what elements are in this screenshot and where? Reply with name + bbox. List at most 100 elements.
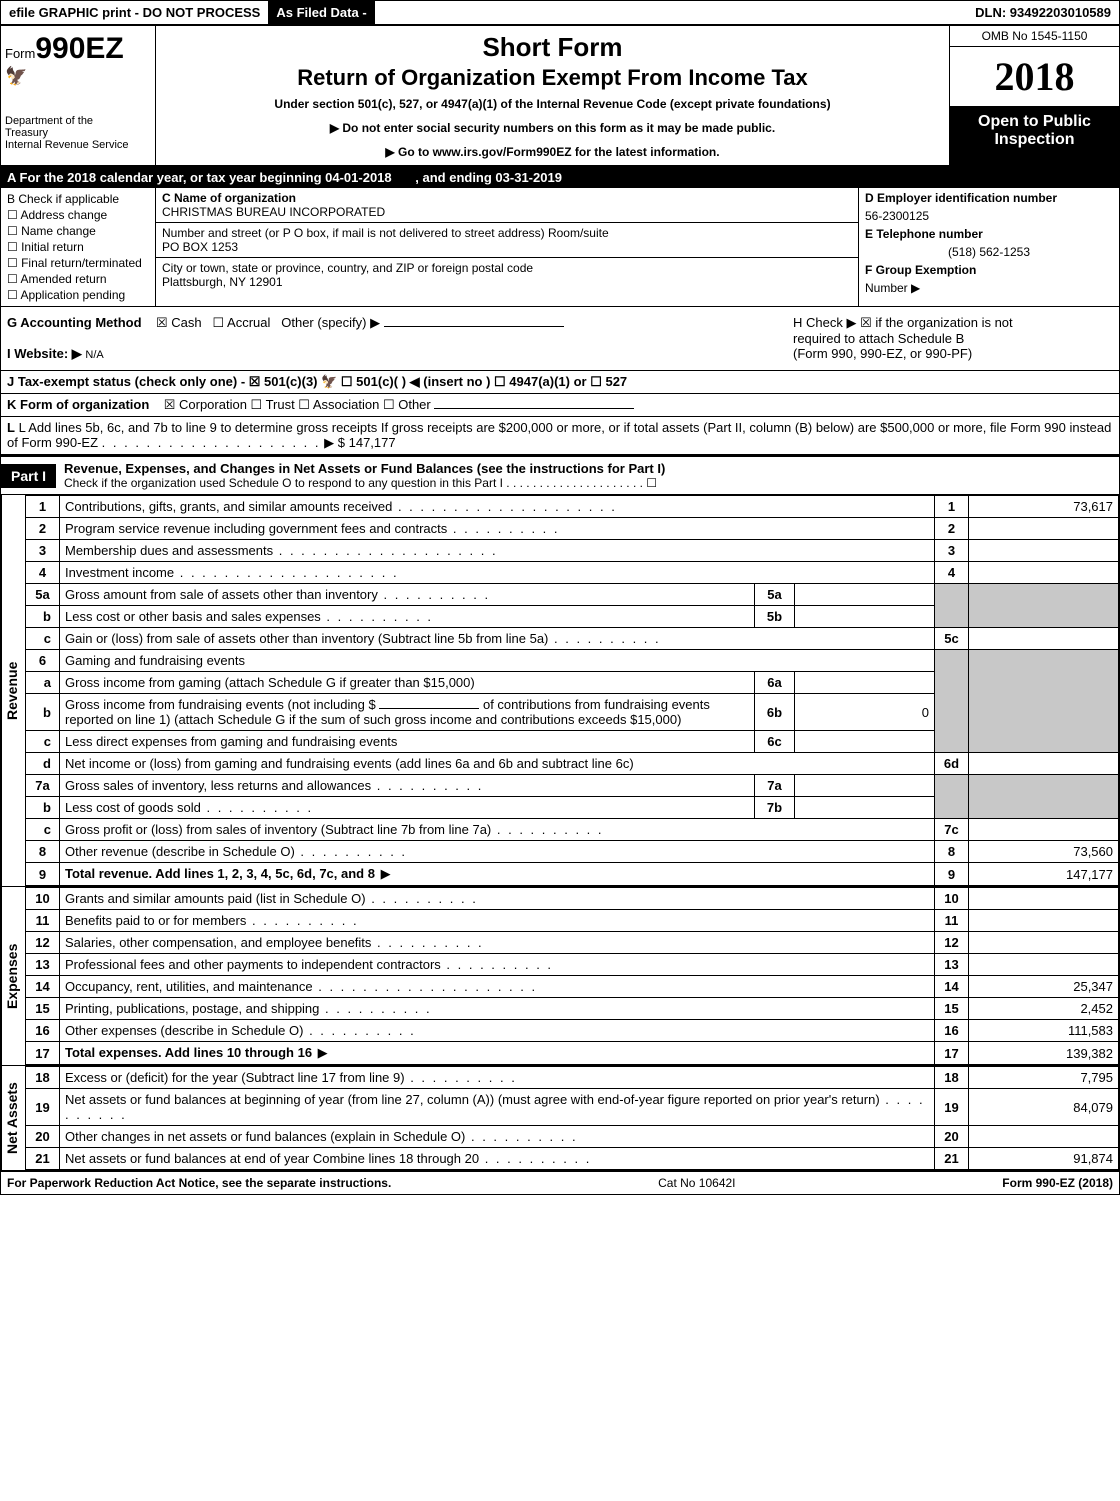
omb-number: OMB No 1545-1150 — [950, 26, 1119, 47]
ein-label: D Employer identification number — [865, 191, 1113, 205]
line-13-desc: Professional fees and other payments to … — [65, 957, 441, 972]
line-6a-mini: 6a — [755, 672, 795, 694]
line-6c-mini: 6c — [755, 731, 795, 753]
eagle-icon: 🦅 — [5, 66, 151, 87]
accounting-other-blank[interactable] — [384, 326, 564, 327]
line-2-ln: 2 — [935, 518, 969, 540]
footer-cat-no: Cat No 10642I — [658, 1176, 735, 1190]
line-21-num: 21 — [26, 1148, 60, 1170]
dots-icon — [321, 609, 433, 624]
topbar-left: efile GRAPHIC print - DO NOT PROCESS As … — [1, 1, 375, 24]
line-21-ln: 21 — [935, 1148, 969, 1170]
row-a-begin: A For the 2018 calendar year, or tax yea… — [7, 170, 392, 185]
line-19-val: 84,079 — [969, 1089, 1119, 1126]
line-6b-num: b — [26, 694, 60, 731]
check-application-pending[interactable]: Application pending — [7, 288, 149, 302]
line-15-num: 15 — [26, 998, 60, 1020]
section-l-amount: ▶ $ 147,177 — [324, 435, 395, 450]
grey-cell — [935, 584, 969, 628]
dept-line3: Internal Revenue Service — [5, 139, 151, 151]
line-13-val — [969, 954, 1119, 976]
grey-cell — [969, 584, 1119, 628]
revenue-table: 1 Contributions, gifts, grants, and simi… — [25, 495, 1119, 886]
section-b-header: B Check if applicable — [7, 192, 149, 206]
part-i-header: Part I Revenue, Expenses, and Changes in… — [1, 455, 1119, 495]
line-7b-minival — [795, 797, 935, 819]
line-12-val — [969, 932, 1119, 954]
revenue-body: 1 Contributions, gifts, grants, and simi… — [25, 495, 1119, 886]
net-assets-table: 18 Excess or (deficit) for the year (Sub… — [25, 1066, 1119, 1170]
revenue-section: Revenue 1 Contributions, gifts, grants, … — [1, 495, 1119, 887]
dots-icon — [491, 822, 603, 837]
short-form-title: Short Form — [164, 32, 941, 63]
form-of-org-blank[interactable] — [434, 408, 634, 409]
line-4: 4 Investment income 4 — [26, 562, 1119, 584]
check-name-change[interactable]: Name change — [7, 224, 149, 238]
accounting-other[interactable]: Other (specify) ▶ — [281, 315, 380, 330]
check-initial-return[interactable]: Initial return — [7, 240, 149, 254]
accounting-accrual[interactable]: ☐ Accrual — [212, 315, 270, 330]
line-16: 16 Other expenses (describe in Schedule … — [26, 1020, 1119, 1042]
line-11-num: 11 — [26, 910, 60, 932]
line-1-ln: 1 — [935, 496, 969, 518]
website-value: N/A — [85, 349, 103, 361]
section-def: D Employer identification number 56-2300… — [859, 188, 1119, 306]
check-final-return[interactable]: Final return/terminated — [7, 256, 149, 270]
part-i-title-text: Revenue, Expenses, and Changes in Net As… — [64, 461, 665, 476]
line-10-val — [969, 888, 1119, 910]
line-2-num: 2 — [26, 518, 60, 540]
line-21-val: 91,874 — [969, 1148, 1119, 1170]
line-4-ln: 4 — [935, 562, 969, 584]
check-amended-return[interactable]: Amended return — [7, 272, 149, 286]
tax-exempt-status: J Tax-exempt status (check only one) - ☒… — [7, 374, 627, 389]
dots-icon — [479, 1151, 591, 1166]
line-7a: 7a Gross sales of inventory, less return… — [26, 775, 1119, 797]
accounting-cash[interactable]: ☒ Cash — [156, 315, 202, 330]
topbar: efile GRAPHIC print - DO NOT PROCESS As … — [1, 1, 1119, 26]
dots-icon — [273, 543, 497, 558]
line-6b-blank[interactable] — [379, 708, 479, 709]
line-5a-minival — [795, 584, 935, 606]
check-address-change[interactable]: Address change — [7, 208, 149, 222]
expenses-side-label: Expenses — [1, 887, 25, 1065]
line-6d-val — [969, 753, 1119, 775]
line-6c-desc: Less direct expenses from gaming and fun… — [65, 734, 397, 749]
line-5a-mini: 5a — [755, 584, 795, 606]
dept-line1: Department of the — [5, 115, 151, 127]
gh-row: G Accounting Method ☒ Cash ☐ Accrual Oth… — [1, 307, 1119, 371]
line-4-val — [969, 562, 1119, 584]
line-5c-desc: Gain or (loss) from sale of assets other… — [65, 631, 548, 646]
row-a-tax-year: A For the 2018 calendar year, or tax yea… — [1, 167, 1119, 188]
net-assets-body: 18 Excess or (deficit) for the year (Sub… — [25, 1066, 1119, 1170]
line-14-num: 14 — [26, 976, 60, 998]
org-address-cell: Number and street (or P O box, if mail i… — [156, 223, 858, 258]
efile-label: efile GRAPHIC print - DO NOT PROCESS — [1, 1, 268, 24]
line-20-desc: Other changes in net assets or fund bala… — [65, 1129, 465, 1144]
dots-icon — [313, 979, 537, 994]
line-12-desc: Salaries, other compensation, and employ… — [65, 935, 371, 950]
line-10-desc: Grants and similar amounts paid (list in… — [65, 891, 366, 906]
line-3-ln: 3 — [935, 540, 969, 562]
group-exemption-label: F Group Exemption — [865, 263, 1113, 277]
line-12-num: 12 — [26, 932, 60, 954]
line-6d-desc: Net income or (loss) from gaming and fun… — [65, 756, 634, 771]
line-7b-num: b — [26, 797, 60, 819]
line-5c-ln: 5c — [935, 628, 969, 650]
line-14: 14 Occupancy, rent, utilities, and maint… — [26, 976, 1119, 998]
line-13-num: 13 — [26, 954, 60, 976]
telephone-value: (518) 562-1253 — [865, 245, 1113, 259]
dept-line2: Treasury — [5, 127, 151, 139]
line-18-ln: 18 — [935, 1067, 969, 1089]
expenses-section: Expenses 10 Grants and similar amounts p… — [1, 887, 1119, 1066]
line-7a-mini: 7a — [755, 775, 795, 797]
line-9-ln: 9 — [935, 863, 969, 886]
line-15-desc: Printing, publications, postage, and shi… — [65, 1001, 319, 1016]
dots-icon — [405, 1070, 517, 1085]
line-9-val: 147,177 — [969, 863, 1119, 886]
title-box: Short Form Return of Organization Exempt… — [156, 26, 949, 165]
net-assets-side-label: Net Assets — [1, 1066, 25, 1170]
line-19-desc: Net assets or fund balances at beginning… — [65, 1092, 880, 1107]
revenue-side-label: Revenue — [1, 495, 25, 886]
dots-icon — [447, 521, 559, 536]
line-5a-num: 5a — [26, 584, 60, 606]
